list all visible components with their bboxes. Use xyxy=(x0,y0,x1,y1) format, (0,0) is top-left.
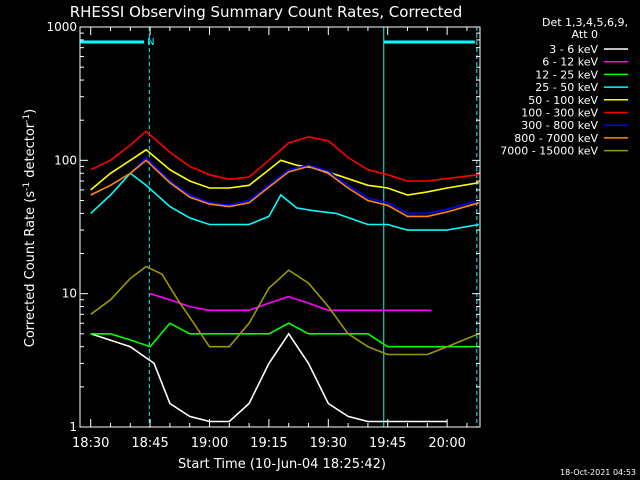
y-label-end: ) xyxy=(23,109,38,114)
y-tick-label: 1000 xyxy=(46,20,77,34)
plot-area: N xyxy=(79,27,480,427)
y-label-mid: detector xyxy=(23,122,38,182)
x-tick-label: 18:30 xyxy=(72,436,109,451)
x-tick-label: 19:00 xyxy=(191,436,228,451)
legend-label-50-100-kev: 50 - 100 keV xyxy=(528,94,598,107)
series-line-7000-15000-kev xyxy=(90,265,480,356)
x-tick-label: 19:30 xyxy=(310,436,347,451)
legend-label-300-800-kev: 300 - 800 keV xyxy=(521,119,598,132)
legend-label-7000-15000-kev: 7000 - 15000 keV xyxy=(500,145,598,158)
x-tick-label: 19:15 xyxy=(250,436,287,451)
plot-frame xyxy=(79,26,481,428)
footer-timestamp: 18-Oct-2021 04:53 xyxy=(560,468,636,477)
attenuator-label-0: N xyxy=(147,37,154,48)
x-axis-label: Start Time (10-Jun-04 18:25:42) xyxy=(178,457,386,472)
series-line-50-100-kev xyxy=(90,148,479,196)
legend-label-25-50-kev: 25 - 50 keV xyxy=(535,81,598,94)
legend-label-6-12-kev: 6 - 12 keV xyxy=(542,56,598,69)
chart-title: RHESSI Observing Summary Count Rates, Co… xyxy=(70,3,463,21)
series-line-12-25-kev xyxy=(90,322,479,348)
legend-label-3-6-kev: 3 - 6 keV xyxy=(549,43,598,56)
series-line-800-7000-kev xyxy=(90,159,480,218)
y-tick-label: 100 xyxy=(54,153,77,167)
series-line-6-12-kev xyxy=(149,292,432,312)
y-label-main: Corrected Count Rate (s xyxy=(23,191,38,348)
y-tick-label: 1 xyxy=(69,420,77,434)
legend-label-100-300-kev: 100 - 300 keV xyxy=(521,107,598,120)
y-label-sup-2: -1 xyxy=(22,114,32,123)
y-axis-label: Corrected Count Rate (s-1 detector-1) xyxy=(22,109,38,347)
y-label-sup-1: -1 xyxy=(22,182,32,191)
legend-header-line-1: Det 1,3,4,5,6,9, xyxy=(542,16,628,29)
series-line-3-6-kev xyxy=(90,332,448,423)
axes: 1 10 100 1000 18:30 18:45 19:00 19:15 19:30 19:45… xyxy=(46,20,480,451)
legend-label-800-7000-kev: 800 - 7000 keV xyxy=(514,132,598,145)
legend-label-12-25-kev: 12 - 25 keV xyxy=(535,68,598,81)
x-tick-label: 18:45 xyxy=(131,436,168,451)
y-tick-label: 10 xyxy=(62,287,77,301)
legend-header-line-2: Att 0 xyxy=(572,28,598,41)
x-tick-label: 19:45 xyxy=(369,436,406,451)
series-line-300-800-kev xyxy=(90,156,480,215)
series-line-100-300-kev xyxy=(90,130,479,182)
x-tick-label: 20:00 xyxy=(428,436,465,451)
series-line-25-50-kev xyxy=(90,172,479,231)
